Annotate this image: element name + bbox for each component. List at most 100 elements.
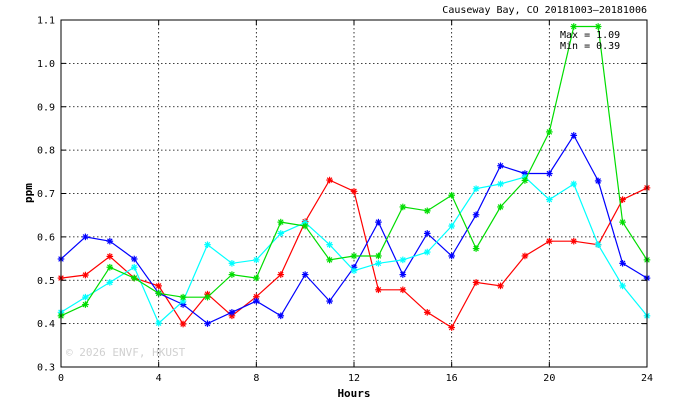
- data-point: [448, 252, 455, 260]
- data-point-stroke: [229, 260, 235, 267]
- axis-ticks: 0 4 8 12 16 20 24 0.3 0.4 0.5 0.6 0.7 0.8 0.9 1.0 1.1: [37, 16, 653, 385]
- data-point: [253, 297, 260, 305]
- data-point: [179, 293, 187, 301]
- series-layer: [57, 23, 651, 331]
- data-point: [423, 309, 431, 316]
- y-tick-label: 0.6: [37, 232, 55, 243]
- data-point: [277, 218, 285, 226]
- data-point: [326, 241, 333, 248]
- data-point-stroke: [82, 234, 89, 240]
- x-axis-label: Hours: [337, 387, 370, 400]
- data-point: [423, 230, 431, 237]
- data-point: [106, 237, 114, 245]
- data-point-stroke: [497, 283, 504, 289]
- data-point-stroke: [424, 249, 431, 255]
- data-point-stroke: [400, 257, 406, 263]
- data-point-stroke: [131, 264, 138, 271]
- x-tick-label: 4: [156, 373, 162, 384]
- data-point-stroke: [497, 204, 504, 210]
- data-point: [106, 263, 114, 271]
- data-point: [375, 286, 382, 294]
- x-tick-label: 16: [446, 373, 458, 384]
- data-point-stroke: [497, 162, 504, 169]
- data-point-stroke: [204, 241, 211, 248]
- data-point: [82, 293, 89, 301]
- data-point-stroke: [277, 313, 284, 319]
- data-point-stroke: [473, 185, 479, 192]
- data-point-stroke: [351, 267, 357, 274]
- data-point-stroke: [302, 223, 308, 229]
- data-point-stroke: [546, 129, 553, 135]
- data-point: [619, 218, 626, 226]
- data-point: [375, 260, 382, 267]
- data-point-stroke: [473, 279, 479, 286]
- data-point-stroke: [326, 257, 333, 263]
- data-point: [497, 203, 504, 211]
- data-point: [472, 279, 480, 286]
- data-point-stroke: [619, 283, 626, 289]
- data-point: [82, 301, 89, 308]
- data-point-stroke: [155, 283, 162, 289]
- data-point: [546, 170, 553, 177]
- data-point: [228, 271, 236, 278]
- x-tick-label: 0: [58, 373, 64, 384]
- data-point: [155, 289, 162, 297]
- data-point: [326, 256, 333, 264]
- data-point: [277, 271, 285, 278]
- data-point-stroke: [253, 293, 260, 300]
- data-point-stroke: [546, 170, 553, 177]
- data-point-stroke: [107, 264, 113, 271]
- data-point-stroke: [570, 238, 577, 245]
- series-3: [57, 23, 651, 320]
- data-point: [326, 176, 333, 184]
- data-point-stroke: [619, 219, 626, 225]
- data-point-stroke: [82, 294, 89, 300]
- data-point: [546, 128, 553, 136]
- data-point: [619, 282, 626, 290]
- data-point-stroke: [229, 271, 235, 278]
- data-point: [497, 180, 504, 188]
- data-point-stroke: [302, 271, 308, 278]
- y-tick-label: 1.0: [37, 59, 55, 70]
- data-point-stroke: [595, 23, 601, 30]
- data-point-stroke: [448, 253, 455, 259]
- y-tick-label: 0.3: [37, 363, 55, 374]
- data-point-stroke: [351, 188, 357, 195]
- data-point-stroke: [277, 271, 284, 278]
- watermark: © 2026 ENVF, HKUST: [66, 346, 186, 359]
- data-point: [594, 241, 602, 248]
- data-point-stroke: [448, 192, 455, 199]
- data-point: [423, 207, 431, 215]
- data-point: [472, 245, 480, 252]
- data-point-stroke: [400, 271, 406, 278]
- data-point-stroke: [546, 238, 553, 245]
- data-point: [130, 274, 138, 282]
- data-point-stroke: [277, 230, 284, 237]
- data-point-stroke: [107, 238, 113, 245]
- data-point-stroke: [619, 260, 626, 267]
- data-point: [399, 203, 407, 211]
- data-point-stroke: [570, 181, 577, 187]
- data-point: [253, 256, 260, 264]
- data-point: [179, 320, 187, 328]
- data-point: [423, 248, 431, 256]
- data-point-stroke: [180, 294, 186, 300]
- data-point-stroke: [107, 279, 113, 286]
- data-point-stroke: [131, 256, 138, 262]
- data-point: [497, 282, 504, 290]
- data-point: [204, 241, 211, 248]
- data-point-stroke: [326, 177, 333, 183]
- data-point: [326, 297, 333, 305]
- data-point: [448, 324, 455, 331]
- data-point-stroke: [424, 230, 431, 237]
- data-point-stroke: [497, 181, 504, 187]
- data-point: [619, 260, 626, 267]
- data-point-stroke: [326, 298, 333, 304]
- data-point: [106, 253, 114, 260]
- data-point: [155, 282, 162, 290]
- x-tick-label: 24: [641, 373, 653, 384]
- data-point: [570, 132, 578, 139]
- data-point: [228, 309, 236, 316]
